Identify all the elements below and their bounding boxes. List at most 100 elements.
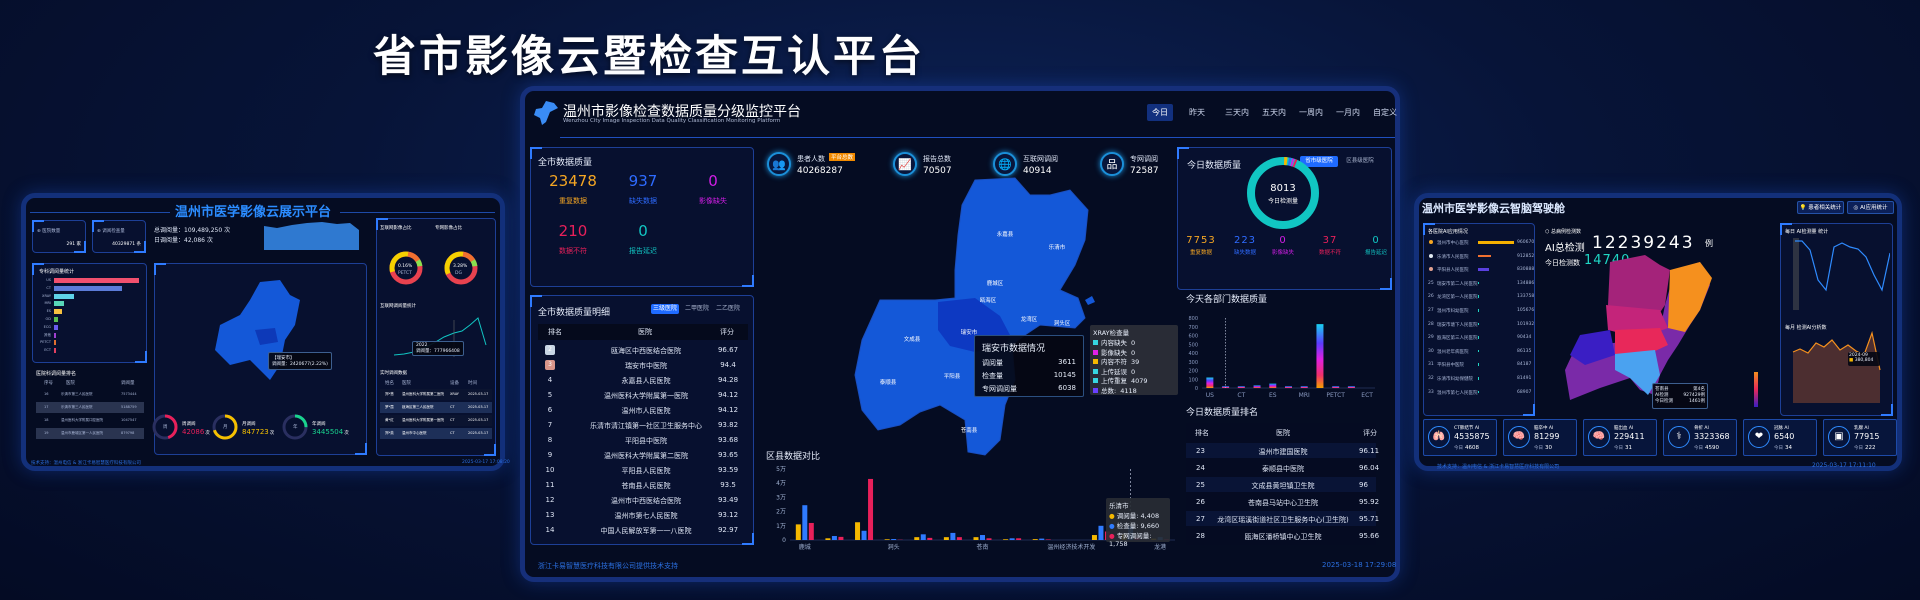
x-tick-label: 鹿城 [799, 543, 811, 551]
time-tab[interactable]: 今日 [1147, 104, 1173, 121]
tooltip-value: 39 [1131, 358, 1140, 366]
stat-label: 互联网调阅 [1023, 155, 1058, 163]
tooltip-label: 上传延误 [1101, 367, 1127, 376]
row-stripe [1186, 443, 1376, 458]
col-score: 评分 [720, 328, 734, 336]
quality-label: 影像缺失 [699, 197, 727, 205]
tooltip-value: 6038 [1058, 384, 1076, 392]
map-label[interactable]: 乐清市 [1048, 245, 1066, 251]
realtime-table: 姓名 医院 设备 时间 郑*慧 温州医科大学附属第二医院 XRAY 2025-03-17 罗*霞… [380, 378, 492, 448]
map-label[interactable]: 洞头区 [1053, 321, 1071, 327]
quality-value: 0 [708, 172, 718, 190]
dept-bar [1316, 324, 1324, 388]
ai-usage-list-card: 各医院AI应用情况 [1423, 223, 1535, 416]
rank: 28 [1196, 532, 1205, 540]
left-map[interactable] [200, 270, 310, 390]
wenzhou-logo-icon [534, 101, 558, 125]
map-label[interactable]: 鹿城区 [986, 281, 1004, 287]
bar-检查量 [1098, 525, 1104, 540]
rank-dot-icon [1429, 267, 1433, 272]
ai-model-card[interactable]: 🫁 CT肺结节 AI 4535875 今日 4608 [1423, 419, 1497, 456]
toggle-county-hospitals[interactable]: 区县级医院 [1346, 158, 1374, 164]
toggle-city-hospitals[interactable]: 省市级医院 [1300, 156, 1338, 167]
rank: 32 [1428, 376, 1434, 381]
map-label[interactable]: 平阳县 [943, 374, 961, 380]
ai-model-card[interactable]: ❤ 冠脉 AI 6540 今日 34 [1743, 419, 1817, 456]
private-network-share-donut [444, 251, 478, 285]
usage-bar [1478, 377, 1479, 380]
tooltip-row: 内容不符 39 [1093, 356, 1139, 366]
rank: 26 [1428, 294, 1434, 300]
internet-share-donut [389, 251, 423, 285]
time-tab[interactable]: 自定义 [1373, 108, 1397, 117]
tooltip-label: 内容缺失 [1101, 339, 1127, 347]
dept-bar [1332, 386, 1340, 388]
tooltip-row: 上传重复 4079 [1093, 375, 1148, 385]
time-tab[interactable]: 五天内 [1262, 108, 1286, 117]
usage-value: 830888 [1517, 267, 1535, 273]
ai-model-card[interactable]: ▣ 乳腺 AI 77915 今日 222 [1823, 419, 1897, 456]
quality-label: 缺失数据 [629, 197, 657, 205]
usage-bar [1478, 390, 1479, 394]
hospital-name: 温州市第七人民医院 [1437, 390, 1478, 396]
globe-icon: 🌐 [993, 152, 1017, 176]
bar-专网调阅量 [1016, 538, 1022, 540]
hospital-name: 乐清市清江镇第一社区卫生服务中心 [590, 422, 702, 430]
hospital-name: 温州市中心医院 [1437, 241, 1469, 246]
today-label: 缺失数据 [1233, 250, 1257, 256]
row-stripe [1186, 511, 1376, 526]
score: 92.97 [717, 526, 739, 534]
ai-stats-button[interactable]: ◎ AI应用统计 [1847, 201, 1894, 214]
map-label[interactable]: 泰顺县 [879, 380, 897, 386]
dept-bar-chart: 0 100 200 300 400 500 600 700 800 US CT ES MRI PETCT E… [1188, 316, 1375, 399]
cell: CT [450, 405, 455, 409]
line-tooltip: 2022 调阅量：777966408 [412, 341, 464, 356]
detail-tab[interactable]: 二甲医院 [684, 305, 709, 312]
district-chart-title: 区县数据对比 [766, 452, 821, 462]
detail-tab[interactable]: 二乙医院 [715, 305, 740, 312]
map-label[interactable]: 瓯海区 [979, 298, 997, 304]
cell: CT [450, 431, 455, 435]
map-label[interactable]: 永嘉县 [996, 232, 1014, 238]
ai-model-card[interactable]: 🧠 脑卒中 AI 81299 今日 30 [1503, 419, 1577, 456]
map-label[interactable]: 苍南县 [960, 428, 978, 434]
time-tab[interactable]: 昨天 [1189, 108, 1205, 117]
y-tick-label: ES [46, 309, 51, 314]
stat-label: 报告总数 [923, 155, 951, 163]
stat-label: 患者人数 [797, 155, 825, 163]
cell: 2025-03-17 [468, 405, 489, 409]
rank: 6 [547, 406, 553, 414]
rank: 30 [1428, 348, 1434, 354]
y-tick-label: PETCT [40, 340, 51, 345]
dept-bar [1206, 377, 1214, 388]
specialty-bar [54, 340, 56, 346]
ai-today-label: 今日检测数 [1545, 259, 1580, 267]
row-stripe [36, 428, 144, 439]
y-tick-label: 其他 [44, 332, 51, 337]
score: 95.66 [1359, 532, 1380, 540]
ai-model-card[interactable]: 🧠 脑出血 AI 229411 今日 31 [1583, 419, 1657, 456]
today-value: 223 [1233, 235, 1257, 246]
bar-专网调阅量 [838, 536, 844, 540]
map-label[interactable]: 龙湾区 [1020, 317, 1038, 323]
time-tab[interactable]: 一月内 [1336, 108, 1360, 117]
patient-stats-button[interactable]: 💡 患者相关统计 [1797, 201, 1844, 214]
ai-model-card[interactable]: ⚕ 骨折 AI 3323368 今日 4590 [1663, 419, 1737, 456]
y-tick-label: 400 [1188, 351, 1198, 357]
map-label[interactable]: 瑞安市 [960, 330, 978, 336]
y-tick-label: 600 [1188, 334, 1198, 340]
right-title: 温州市医学影像云智脑驾驶舱 [1422, 202, 1565, 215]
dept-bar [1237, 386, 1245, 388]
map-label[interactable]: 文成县 [903, 337, 921, 343]
bar-检查量 [1009, 538, 1015, 540]
card-today-label: 今日 [1694, 446, 1703, 451]
usage-value: 960670 [1517, 240, 1535, 245]
time-tab[interactable]: 一周内 [1299, 108, 1323, 117]
tooltip-label: 调阅量 [982, 359, 1003, 367]
cell: 1047547 [121, 418, 137, 422]
rank: 27 [1428, 308, 1434, 313]
tooltip-row: 上传延误 0 [1093, 366, 1135, 376]
time-tab[interactable]: 三天内 [1225, 108, 1249, 117]
detail-tab[interactable]: 三级医院 [651, 304, 679, 314]
tooltip-value: 0 [1131, 339, 1136, 347]
